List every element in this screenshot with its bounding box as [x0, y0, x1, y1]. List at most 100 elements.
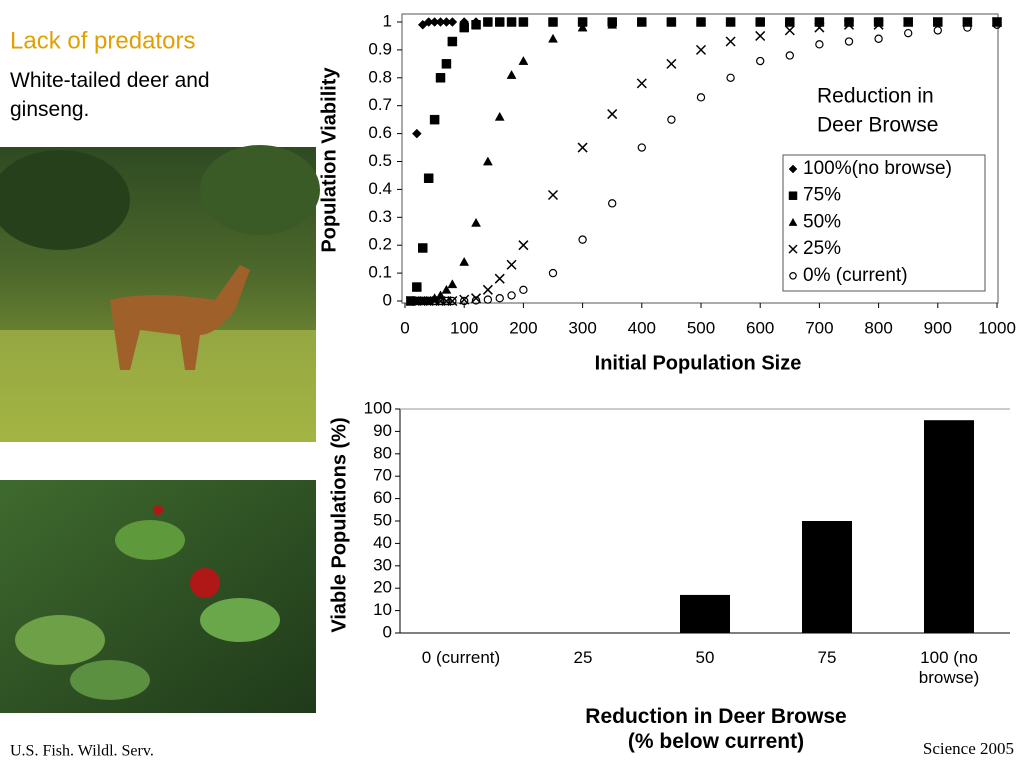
marker: [903, 16, 914, 28]
y-tick-label: 0.3: [368, 207, 392, 226]
marker: [814, 16, 825, 26]
marker: [933, 26, 943, 35]
marker: [518, 17, 529, 27]
marker: [784, 25, 795, 36]
marker: [519, 285, 528, 295]
x-tick-label-box: 50: [695, 648, 715, 667]
plot-frame: [401, 13, 999, 304]
marker: [507, 291, 516, 300]
y-tick-label: 50: [373, 510, 392, 529]
x-tick-label: 500: [687, 318, 715, 337]
marker: [436, 296, 445, 306]
marker: [844, 37, 854, 46]
marker: [666, 16, 677, 26]
marker: [788, 191, 798, 200]
x-tick-label: 100 (no browse): [918, 648, 980, 687]
marker: [577, 22, 588, 32]
y-tick-label: 60: [373, 488, 392, 507]
marker: [815, 40, 824, 49]
y-tick-label: 0.5: [368, 151, 392, 170]
marker: [666, 58, 677, 69]
x-tick-label: 200: [509, 318, 537, 337]
bar: [924, 420, 974, 633]
marker: [459, 22, 469, 33]
x-tick-label: 100: [450, 318, 478, 337]
marker: [471, 217, 481, 227]
marker: [756, 56, 765, 66]
y-tick-label: 0.4: [368, 179, 392, 198]
marker: [424, 296, 433, 306]
x-tick-label: 600: [746, 318, 774, 337]
marker: [448, 296, 457, 306]
x-tick-label-box: 100 (no browse): [918, 648, 980, 687]
credit-right: Science 2005: [923, 739, 1014, 758]
marker: [482, 284, 493, 295]
marker: [873, 19, 884, 30]
marker: [843, 19, 855, 30]
ginseng-photo: [0, 480, 316, 713]
marker: [506, 17, 517, 27]
y-tick-label: 70: [373, 466, 392, 485]
marker: [471, 20, 481, 30]
marker: [435, 73, 446, 83]
marker: [411, 128, 422, 139]
marker: [725, 16, 736, 26]
marker: [607, 109, 618, 120]
marker: [518, 56, 529, 65]
x-tick-label: 800: [864, 318, 892, 337]
x-tick-label: 50: [695, 648, 715, 667]
marker: [992, 20, 1002, 29]
legend-label: 50%: [803, 211, 841, 232]
y-tick-label: 40: [373, 533, 392, 552]
legend-title: Reduction in: [817, 85, 934, 108]
marker: [471, 296, 481, 305]
marker: [607, 19, 618, 29]
marker: [963, 23, 972, 32]
marker: [636, 16, 647, 26]
y-tick-label: 0.8: [368, 67, 392, 86]
marker: [785, 51, 795, 60]
marker: [932, 16, 943, 28]
y-axis-label: Viable Populations (%): [328, 417, 350, 632]
x-tick-label: 400: [628, 318, 656, 337]
slide-title: Lack of predators: [10, 27, 195, 54]
marker: [636, 78, 647, 89]
bar: [802, 521, 852, 633]
marker: [696, 93, 706, 102]
legend-label: 25%: [803, 238, 841, 259]
marker: [814, 22, 825, 33]
marker: [784, 16, 795, 26]
x-axis-label-box: Reduction in Deer Browse (% below curren…: [585, 705, 846, 753]
x-tick-label-box: 75: [817, 648, 837, 667]
marker: [494, 273, 505, 284]
marker: [429, 114, 440, 125]
marker: [441, 284, 452, 294]
marker: [755, 30, 766, 41]
marker: [506, 69, 517, 79]
x-axis-label: Initial Population Size: [595, 352, 802, 374]
subtitle: White-tailed deer and ginseng.: [10, 69, 210, 121]
x-tick-label: 25: [573, 648, 593, 667]
marker: [904, 28, 913, 38]
x-tick-label: 75: [817, 648, 837, 667]
marker: [548, 17, 558, 27]
marker: [518, 240, 529, 251]
y-tick-label: 0.2: [368, 235, 392, 254]
x-tick-label-box: 25: [573, 648, 593, 667]
x-tick-label: 900: [924, 318, 952, 337]
y-tick-label: 10: [373, 600, 392, 619]
marker: [695, 44, 707, 55]
marker: [460, 296, 469, 306]
marker: [725, 36, 736, 47]
subtitle-box: White-tailed deer and ginseng.: [10, 69, 210, 121]
marker: [418, 296, 427, 306]
marker: [494, 17, 505, 27]
y-tick-label: 0.9: [368, 39, 392, 58]
legend-title: Deer Browse: [817, 114, 938, 137]
y-tick-label: 30: [373, 555, 392, 574]
x-tick-label: 0 (current): [421, 648, 501, 667]
marker: [482, 156, 493, 166]
marker: [577, 17, 588, 27]
deer-photo: [0, 145, 320, 442]
